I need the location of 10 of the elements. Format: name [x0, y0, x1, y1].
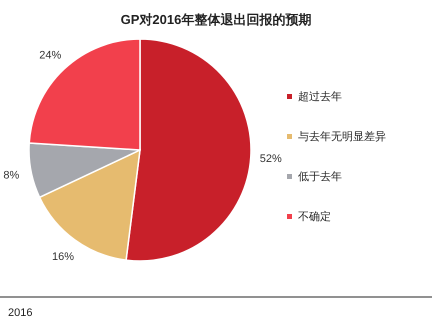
data-label: 52% — [260, 153, 282, 166]
text: 2016 — [8, 307, 32, 319]
data-label: 16% — [52, 250, 74, 263]
legend-label: 不确定 — [298, 210, 331, 223]
legend-label: 超过去年 — [298, 90, 342, 103]
chart-title: GP对2016年整体退出回报的预期 — [120, 12, 312, 27]
data-label: 24% — [39, 50, 62, 62]
legend-label: 与去年无明显差异 — [298, 130, 386, 143]
data-label: 8% — [3, 170, 20, 182]
legend-label: 低于去年 — [298, 170, 342, 183]
